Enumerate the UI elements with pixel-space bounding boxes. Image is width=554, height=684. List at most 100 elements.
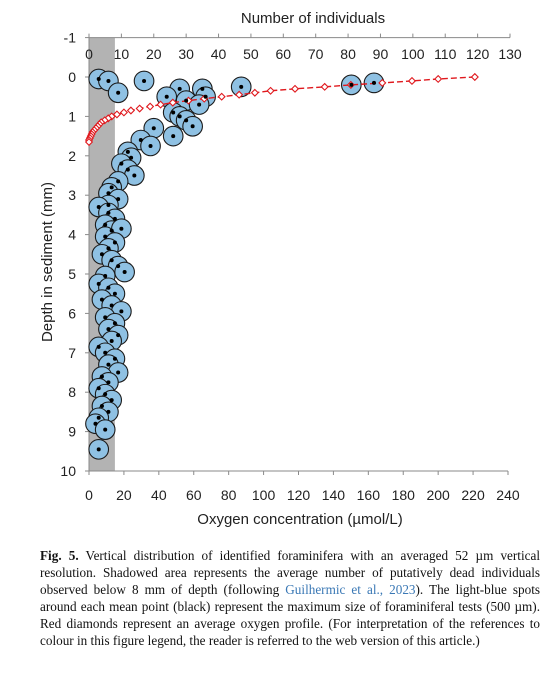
mean-point bbox=[103, 392, 108, 397]
mean-point bbox=[116, 179, 121, 184]
x-tick-label: 220 bbox=[461, 487, 485, 503]
mean-points bbox=[93, 76, 376, 452]
mean-point bbox=[125, 167, 130, 172]
oxygen-diamond bbox=[217, 92, 226, 101]
mean-point bbox=[109, 258, 114, 263]
mean-point bbox=[112, 216, 117, 221]
caption-text-2: ). The light-blue spots around each mean… bbox=[40, 581, 541, 648]
mean-point bbox=[190, 124, 195, 129]
y-tick-label: 8 bbox=[68, 384, 76, 400]
y-tick-label: 0 bbox=[68, 69, 76, 85]
mean-point bbox=[109, 228, 114, 233]
top-tick-label: 110 bbox=[434, 46, 457, 62]
mean-point bbox=[103, 273, 108, 278]
caption-text-1: Vertical distribution of identified fora… bbox=[40, 548, 540, 597]
caption-reference-link[interactable]: Guilhermic et al., 2023 bbox=[285, 581, 416, 597]
y-tick-label: -1 bbox=[64, 30, 77, 46]
x-tick-label: 60 bbox=[186, 487, 202, 503]
mean-point bbox=[129, 155, 134, 160]
top-axis-label: Number of individuals bbox=[241, 10, 385, 27]
y-tick-label: 5 bbox=[68, 266, 76, 282]
oxygen-diamond bbox=[470, 72, 479, 82]
top-tick-label: 120 bbox=[466, 46, 490, 62]
top-tick-label: 130 bbox=[498, 46, 522, 62]
mean-point bbox=[164, 94, 169, 99]
mean-point bbox=[109, 303, 114, 308]
y-tick-label: 9 bbox=[68, 424, 76, 440]
x-tick-label: 160 bbox=[357, 487, 381, 503]
top-tick-label: 0 bbox=[85, 46, 93, 62]
foraminifera-spots bbox=[85, 68, 385, 460]
oxygen-diamond bbox=[146, 102, 155, 111]
mean-point bbox=[112, 291, 117, 296]
x-tick-label: 180 bbox=[392, 487, 416, 503]
top-tick-label: 70 bbox=[308, 46, 324, 62]
mean-point bbox=[349, 82, 354, 87]
mean-point bbox=[103, 427, 108, 432]
mean-point bbox=[116, 333, 121, 338]
top-tick-label: 60 bbox=[276, 46, 292, 62]
mean-point bbox=[171, 134, 176, 139]
oxygen-diamond bbox=[320, 82, 329, 91]
mean-point bbox=[184, 98, 189, 103]
mean-point bbox=[151, 126, 156, 131]
oxygen-diamond bbox=[378, 78, 387, 87]
oxygen-diamond bbox=[135, 104, 144, 113]
x-tick-label: 0 bbox=[85, 487, 93, 503]
top-tick-label: 40 bbox=[211, 46, 227, 62]
mean-point bbox=[239, 84, 244, 89]
mean-point bbox=[106, 203, 111, 208]
mean-point bbox=[125, 149, 130, 154]
y-tick-label: 4 bbox=[68, 227, 76, 243]
top-tick-label: 100 bbox=[401, 46, 425, 62]
mean-point bbox=[106, 362, 111, 367]
y-tick-label: 2 bbox=[68, 148, 76, 164]
mean-point bbox=[99, 403, 104, 408]
mean-point bbox=[109, 338, 114, 343]
mean-point bbox=[119, 309, 124, 314]
y-tick-label: 3 bbox=[68, 187, 76, 203]
mean-point bbox=[96, 205, 101, 210]
mean-point bbox=[106, 191, 111, 196]
mean-point bbox=[106, 327, 111, 332]
top-axis-ticks: 0 10 20 30 40 50 60 70 80 90 100 110 120 130 bbox=[85, 33, 522, 62]
caption-label: Fig. 5. bbox=[40, 548, 79, 563]
mean-point bbox=[103, 350, 108, 355]
oxygen-diamond bbox=[156, 100, 165, 109]
x-tick-label: 240 bbox=[496, 487, 520, 503]
mean-point bbox=[371, 80, 376, 85]
oxygen-diamond bbox=[266, 86, 275, 95]
mean-point bbox=[177, 86, 182, 91]
top-tick-label: 80 bbox=[340, 46, 356, 62]
mean-point bbox=[116, 264, 121, 269]
mean-point bbox=[106, 78, 111, 83]
mean-point bbox=[116, 197, 121, 202]
mean-point bbox=[103, 234, 108, 239]
oxygen-diamond bbox=[119, 108, 128, 117]
x-tick-label: 120 bbox=[287, 487, 311, 503]
top-tick-label: 20 bbox=[146, 46, 162, 62]
left-axis-ticks: -1 0 1 2 3 4 5 6 7 8 9 10 bbox=[60, 30, 89, 479]
mean-point bbox=[106, 409, 111, 414]
x-axis-label: Oxygen concentration (µmol/L) bbox=[197, 511, 402, 528]
mean-point bbox=[112, 356, 117, 361]
mean-point bbox=[177, 114, 182, 119]
mean-point bbox=[96, 76, 101, 81]
oxygen-diamond bbox=[250, 88, 259, 97]
mean-point bbox=[96, 386, 101, 391]
mean-point bbox=[106, 246, 111, 251]
mean-point bbox=[122, 270, 127, 275]
oxygen-diamond bbox=[434, 74, 443, 84]
top-tick-label: 90 bbox=[373, 46, 389, 62]
figure-caption: Fig. 5. Vertical distribution of identif… bbox=[40, 548, 540, 649]
mean-point bbox=[93, 421, 98, 426]
mean-point bbox=[96, 415, 101, 420]
oxygen-diamond bbox=[84, 137, 94, 147]
oxygen-diamond bbox=[235, 90, 244, 99]
mean-point bbox=[142, 78, 147, 83]
mean-point bbox=[96, 344, 101, 349]
mean-point bbox=[99, 374, 104, 379]
mean-point bbox=[171, 110, 176, 115]
mean-point bbox=[99, 297, 104, 302]
top-tick-label: 50 bbox=[243, 46, 259, 62]
